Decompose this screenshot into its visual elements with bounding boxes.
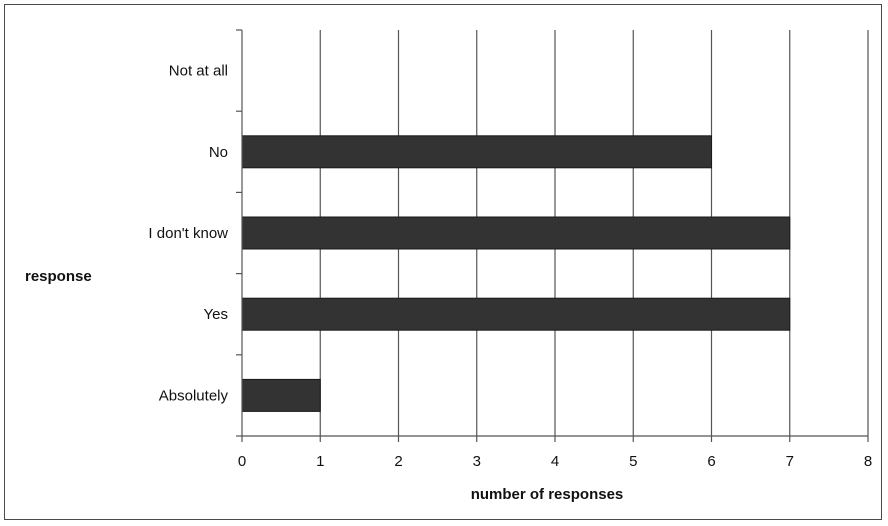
y-tick-label: Absolutely [159, 387, 229, 404]
bar [241, 297, 791, 331]
bar [241, 135, 712, 169]
axes [236, 29, 869, 442]
x-tick-label: 5 [629, 453, 637, 470]
x-tick-label: 6 [707, 453, 715, 470]
x-tick-label: 2 [394, 453, 402, 470]
bar [241, 216, 791, 250]
tick-labels: 0 1 2 3 4 5 6 7 8 Not at all No I don't know Yes Abso… [148, 63, 872, 470]
y-tick-label: Not at all [169, 63, 228, 80]
x-tick-label: 8 [864, 453, 872, 470]
x-tick-label: 1 [316, 453, 324, 470]
x-axis-label: number of responses [471, 486, 624, 503]
bar-chart: 0 1 2 3 4 5 6 7 8 Not at all No I don't know Yes Abso… [25, 29, 872, 503]
y-tick-label: I don't know [148, 225, 228, 242]
x-tick-label: 0 [238, 453, 246, 470]
y-tick-label: Yes [204, 306, 228, 323]
chart-frame: 0 1 2 3 4 5 6 7 8 Not at all No I don't know Yes Abso… [4, 4, 882, 520]
bars [241, 135, 791, 412]
x-tick-label: 7 [786, 453, 794, 470]
y-tick-label: No [209, 144, 228, 161]
x-tick-label: 3 [473, 453, 481, 470]
bar [241, 378, 321, 412]
x-tick-label: 4 [551, 453, 559, 470]
y-axis-label: response [25, 268, 92, 285]
